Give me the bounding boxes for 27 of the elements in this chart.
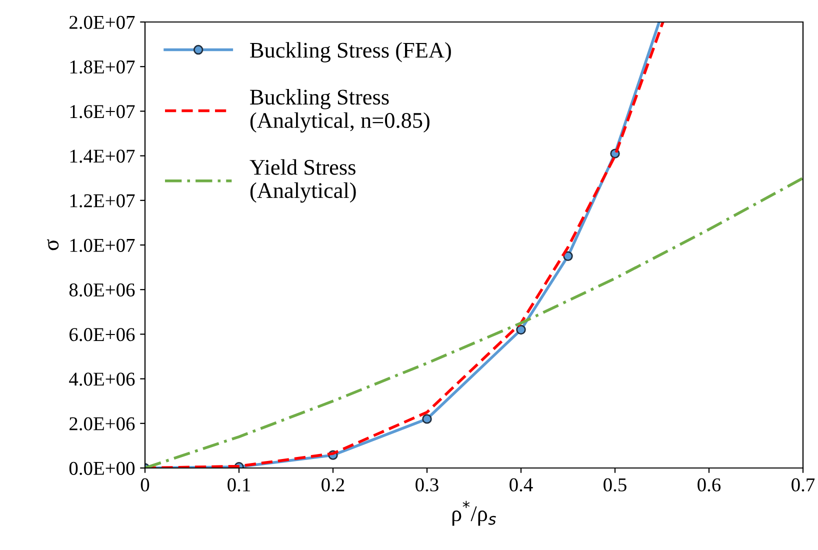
y-tick-label: 2.0E+06 — [70, 417, 135, 430]
legend-label: Buckling Stress (FEA) — [250, 42, 451, 62]
legend-label: Yield Stress (Analytical) — [250, 159, 356, 203]
y-tick-label: 1.2E+07 — [70, 194, 135, 208]
y-tick-label: 1.8E+07 — [70, 60, 135, 74]
y-tick-label: 1.6E+07 — [70, 105, 135, 118]
x-tick-label: 0.2 — [322, 478, 344, 492]
y-tick-label: 6.0E+06 — [70, 328, 135, 342]
y-tick-label: 1.4E+07 — [70, 150, 135, 163]
x-axis-title: ρ$^{*}$/ρ$_{s}$ — [452, 500, 496, 526]
point — [516, 324, 526, 335]
x-tick-label: 0 — [140, 478, 150, 492]
y-axis-title: σ — [47, 239, 59, 250]
y-tick-label: 2.0E+07 — [70, 16, 135, 30]
y-tick-label: 4.0E+06 — [69, 372, 135, 386]
y-tick-label: 8.0E+06 — [69, 283, 135, 297]
x-tick-label: 0.6 — [698, 478, 721, 492]
x-tick-label: 0.3 — [416, 478, 438, 492]
x-tick-label: 0.4 — [510, 478, 533, 492]
y-tick-label: 1.0E+07 — [70, 238, 135, 252]
x-tick-label: 0.7 — [792, 478, 815, 492]
legend-label: Buckling Stress (Analytical, n=0.85) — [250, 89, 430, 133]
x-tick-label: 0.1 — [228, 478, 250, 492]
point — [563, 251, 573, 262]
y-tick-label: 0.0E+00 — [69, 462, 135, 476]
x-tick-label: 0.5 — [604, 478, 626, 492]
point — [422, 414, 432, 424]
